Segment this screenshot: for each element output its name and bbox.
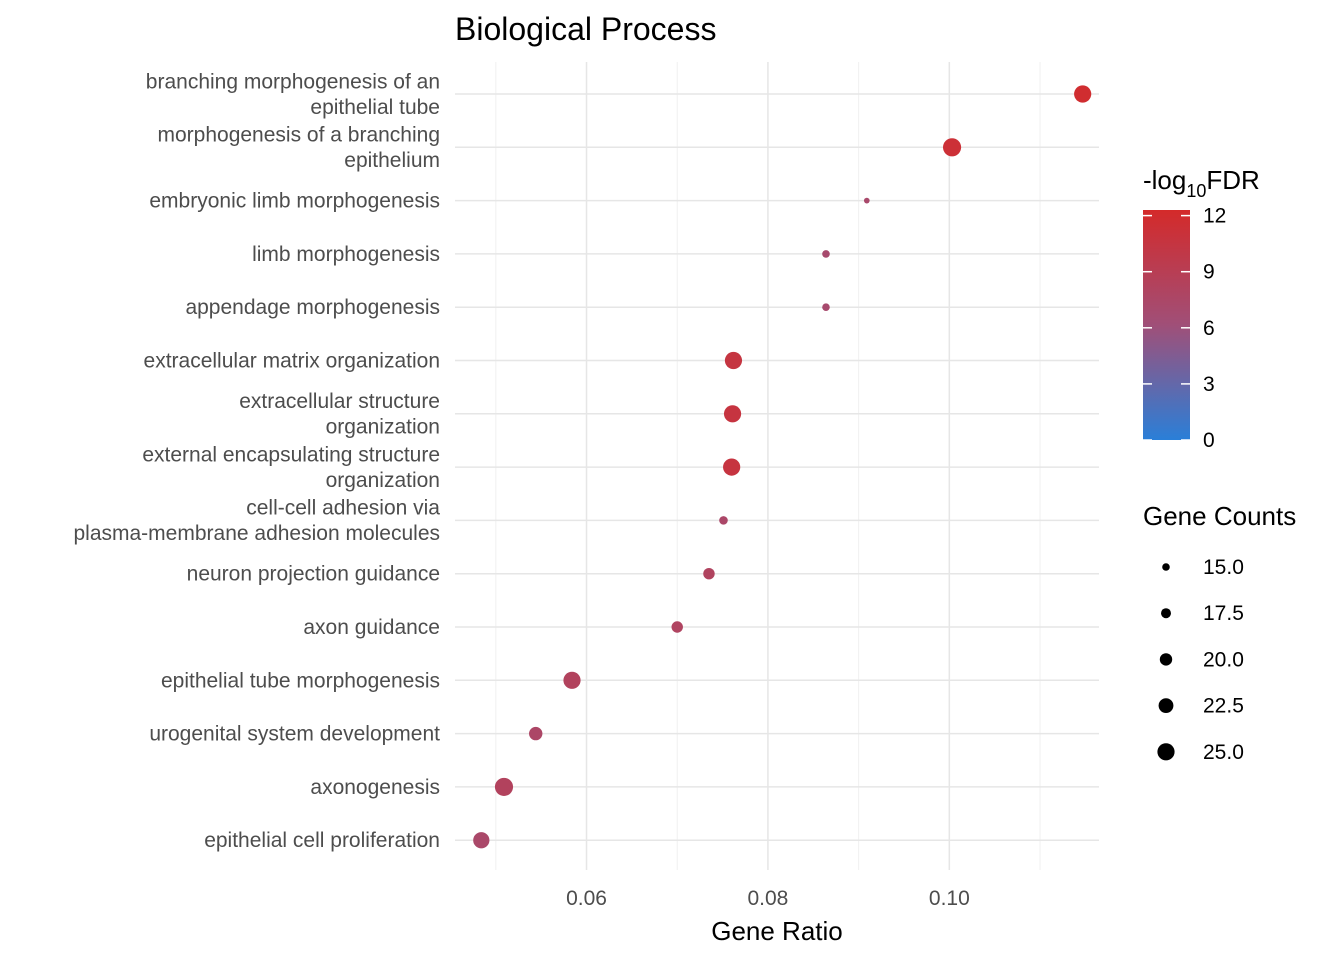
- size-legend-dot: [1162, 563, 1170, 571]
- category-label: plasma-membrane adhesion molecules: [73, 522, 440, 545]
- data-point: [563, 671, 581, 689]
- data-point: [723, 405, 742, 423]
- data-point: [723, 458, 741, 476]
- category-label: urogenital system development: [149, 723, 440, 746]
- category-label: epithelial tube: [310, 96, 440, 119]
- data-point: [529, 726, 543, 741]
- category-label: cell-cell adhesion via: [246, 497, 440, 520]
- data-point: [671, 621, 683, 633]
- size-legend-label: 20.0: [1203, 648, 1244, 671]
- chart-title: Biological Process: [455, 11, 716, 47]
- category-label: appendage morphogenesis: [185, 296, 440, 319]
- color-legend-title-tail: FDR: [1206, 165, 1259, 195]
- category-label: extracellular matrix organization: [144, 350, 440, 373]
- size-legend-label: 22.5: [1203, 695, 1244, 718]
- data-point: [822, 250, 830, 258]
- data-points: [473, 85, 1092, 849]
- color-bar-label: 12: [1203, 205, 1226, 228]
- data-point: [719, 516, 728, 525]
- category-label: morphogenesis of a branching: [157, 124, 440, 147]
- x-tick-labels: 0.06 0.08 0.10: [566, 887, 970, 910]
- data-point: [703, 567, 715, 580]
- color-bar-label: 3: [1203, 373, 1215, 396]
- category-label: organization: [326, 469, 440, 492]
- color-bar-label: 9: [1203, 261, 1215, 284]
- category-label: embryonic limb morphogenesis: [149, 190, 440, 213]
- data-point: [724, 351, 743, 370]
- size-legend-dot: [1157, 743, 1175, 761]
- grid-layer: [455, 62, 1099, 870]
- size-legend-label: 15.0: [1203, 556, 1244, 579]
- color-bar: [1143, 210, 1190, 440]
- x-tick-label: 0.06: [566, 887, 607, 910]
- category-label: branching morphogenesis of an: [146, 70, 440, 93]
- x-tick-label: 0.10: [929, 887, 970, 910]
- category-label: epithelial cell proliferation: [204, 829, 440, 852]
- data-point: [494, 777, 514, 796]
- size-legend-label: 17.5: [1203, 602, 1244, 625]
- color-bar-label: 6: [1203, 317, 1215, 340]
- data-point: [473, 832, 490, 849]
- category-label: axon guidance: [303, 616, 440, 639]
- color-legend: -log10FDR 0 3 6 9 12: [1143, 165, 1260, 452]
- category-label: extracellular structure: [239, 390, 440, 413]
- size-legend-dot: [1159, 653, 1173, 666]
- data-point: [863, 197, 870, 204]
- x-tick-label: 0.08: [747, 887, 788, 910]
- category-label: neuron projection guidance: [187, 563, 440, 586]
- data-point: [1074, 85, 1092, 103]
- data-point: [942, 138, 962, 157]
- size-legend-dot: [1161, 608, 1171, 619]
- x-axis-title: Gene Ratio: [711, 916, 843, 946]
- color-legend-title-sub: 10: [1186, 181, 1206, 201]
- category-label: epithelial tube morphogenesis: [161, 669, 440, 692]
- size-legend-dot: [1158, 698, 1174, 713]
- category-label: axonogenesis: [310, 776, 440, 799]
- data-point: [822, 303, 830, 312]
- color-bar-label: 0: [1203, 429, 1215, 452]
- category-label: epithelium: [344, 149, 440, 172]
- category-label: organization: [326, 416, 440, 439]
- size-legend-items: 15.0 17.5 20.0 22.5 25.0: [1157, 556, 1244, 764]
- color-legend-title-base: -log: [1143, 165, 1186, 195]
- size-legend: Gene Counts 15.0 17.5 20.0 22.5 25.0: [1143, 501, 1296, 764]
- color-legend-title: -log10FDR: [1143, 165, 1260, 201]
- color-bar-ticks: 0 3 6 9 12: [1143, 205, 1226, 452]
- size-legend-label: 25.0: [1203, 741, 1244, 764]
- category-labels: branching morphogenesis of an epithelial …: [73, 70, 440, 852]
- category-label: limb morphogenesis: [252, 243, 440, 266]
- category-label: external encapsulating structure: [142, 443, 440, 466]
- size-legend-title: Gene Counts: [1143, 501, 1296, 531]
